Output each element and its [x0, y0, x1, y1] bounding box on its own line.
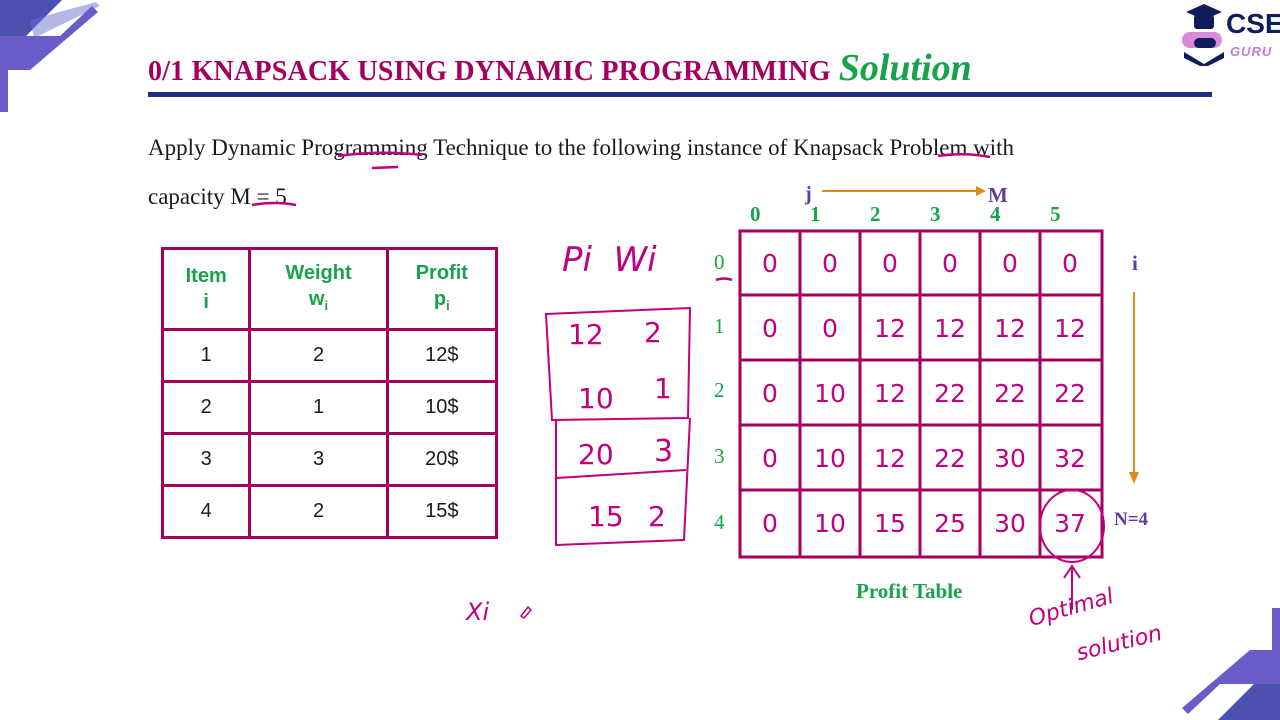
table-row: 4 2 15$: [160, 484, 499, 539]
table-cell: 0: [822, 314, 838, 343]
profit-table-grid: [738, 229, 1104, 559]
xi-note: Xi: [466, 598, 490, 626]
header-weight: Weight wi: [248, 247, 389, 331]
pair-1-profit: 12: [568, 318, 604, 351]
table-cell: 12: [934, 314, 966, 343]
header-profit: Profit pi: [385, 247, 499, 331]
row-header: 0: [714, 250, 725, 274]
table-cell: 12: [874, 314, 906, 343]
row-header: 4: [714, 510, 725, 534]
pair-4-weight: 2: [648, 500, 666, 533]
title-sub: Solution: [838, 47, 972, 89]
table-cell: 0: [762, 444, 778, 473]
j-arrow: [822, 186, 986, 196]
corner-decoration-top-left: [0, 0, 100, 112]
pair-4-profit: 15: [588, 500, 624, 533]
table-cell: 25: [934, 509, 966, 538]
col-header: 5: [1050, 202, 1061, 226]
table-cell: 0: [762, 249, 778, 278]
j-label: j: [805, 183, 812, 205]
table-cell: 0: [1002, 249, 1018, 278]
col-header: 3: [930, 202, 941, 226]
table-row: 3 3 20$: [160, 432, 499, 487]
pair-2-profit: 10: [578, 382, 614, 415]
col-header: 2: [870, 202, 881, 226]
table-cell: 22: [934, 444, 966, 473]
profit-table-cells: 0 0 0 0 0 0 0 0 12 12 12 12 0 10 12 22 2…: [740, 231, 1102, 557]
n-label: N=4: [1114, 509, 1149, 530]
row-header: 3: [714, 444, 725, 468]
pair-1-weight: 2: [644, 316, 662, 349]
row-header: 2: [714, 378, 725, 402]
table-cell: 10: [814, 509, 846, 538]
table-cell: 0: [822, 249, 838, 278]
table-cell: 0: [942, 249, 958, 278]
graduation-cap-icon: [1182, 4, 1224, 66]
table-cell: 12: [1054, 314, 1086, 343]
table-row: 1 2 12$: [160, 328, 499, 383]
table-row: 2 1 10$: [160, 380, 499, 435]
pen-mark: [519, 605, 533, 619]
table-cell: 10: [814, 444, 846, 473]
table-cell: 22: [994, 379, 1026, 408]
table-cell: 0: [1062, 249, 1078, 278]
table-cell: 0: [882, 249, 898, 278]
m-label: M: [988, 183, 1008, 207]
optimal-annotation: [1039, 489, 1105, 610]
col-header: 4: [990, 202, 1001, 226]
table-cell: 0: [762, 314, 778, 343]
pair-2-weight: 1: [654, 372, 672, 405]
table-cell: 30: [994, 444, 1026, 473]
optimal-note-line2: solution: [1074, 620, 1165, 667]
corner-decoration-bottom-right: [1182, 608, 1280, 720]
profit-col-headers: 0 1 2 3 4 5: [740, 202, 1102, 228]
table-cell: 0: [762, 509, 778, 538]
table-cell: 12: [994, 314, 1026, 343]
logo: CSE GURU: [1180, 2, 1280, 68]
i-arrow: [1129, 292, 1139, 484]
row-header: 1: [714, 314, 725, 338]
table-cell: 30: [994, 509, 1026, 538]
pi-wi-heading: Pi Wi: [562, 240, 657, 280]
optimal-cell: 37: [1054, 509, 1086, 538]
pair-3-profit: 20: [578, 438, 614, 471]
title-divider: [148, 92, 1212, 97]
logo-sub: GURU: [1230, 44, 1273, 59]
problem-line-1: Apply Dynamic Programming Technique to t…: [148, 135, 1015, 160]
pair-3-weight: 3: [654, 434, 674, 469]
table-cell: 10: [814, 379, 846, 408]
pi-wi-box: [544, 306, 692, 547]
table-cell: 15: [874, 509, 906, 538]
table-cell: 22: [1054, 379, 1086, 408]
items-table: Item i Weight wi Profit pi 1 2 12$ 2 1 10$ …: [160, 247, 499, 539]
profit-table-caption: Profit Table: [856, 579, 963, 603]
table-cell: 22: [934, 379, 966, 408]
col-header: 0: [750, 202, 761, 226]
header-item: Item i: [160, 247, 252, 331]
title-main: 0/1 KNAPSACK USING DYNAMIC PROGRAMMING: [148, 56, 831, 87]
logo-brand: CSE: [1226, 8, 1280, 39]
i-label: i: [1132, 251, 1138, 275]
table-cell: 12: [874, 444, 906, 473]
col-header: 1: [810, 202, 821, 226]
page-title: 0/1 KNAPSACK USING DYNAMIC PROGRAMMING So…: [148, 46, 972, 90]
table-cell: 32: [1054, 444, 1086, 473]
row0-underline: [715, 277, 733, 282]
table-cell: 12: [874, 379, 906, 408]
profit-row-headers: 0 1 2 3 4: [706, 231, 736, 557]
table-cell: 0: [762, 379, 778, 408]
